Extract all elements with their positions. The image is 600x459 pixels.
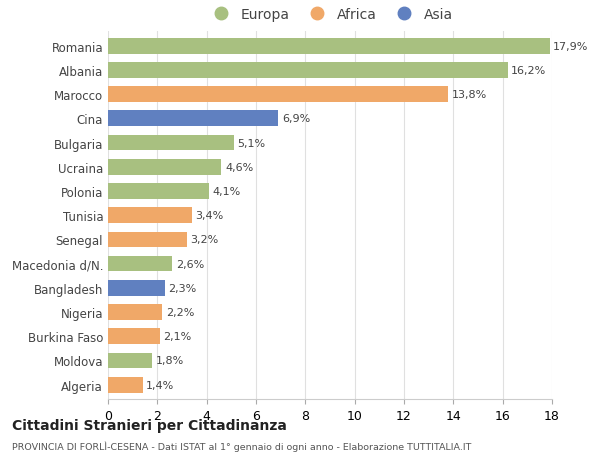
Bar — [108, 87, 448, 103]
Bar — [108, 353, 152, 369]
Text: Cittadini Stranieri per Cittadinanza: Cittadini Stranieri per Cittadinanza — [12, 418, 287, 431]
Bar — [108, 135, 234, 151]
Text: 6,9%: 6,9% — [282, 114, 310, 124]
Bar — [108, 329, 160, 344]
Text: PROVINCIA DI FORLÌ-CESENA - Dati ISTAT al 1° gennaio di ogni anno - Elaborazione: PROVINCIA DI FORLÌ-CESENA - Dati ISTAT a… — [12, 441, 472, 451]
Text: 1,8%: 1,8% — [156, 356, 184, 366]
Bar — [108, 111, 278, 127]
Text: 5,1%: 5,1% — [238, 138, 266, 148]
Text: 1,4%: 1,4% — [146, 380, 175, 390]
Legend: Europa, Africa, Asia: Europa, Africa, Asia — [202, 2, 458, 28]
Bar — [108, 304, 162, 320]
Bar — [108, 256, 172, 272]
Bar — [108, 160, 221, 175]
Bar — [108, 184, 209, 199]
Text: 16,2%: 16,2% — [511, 66, 547, 76]
Bar — [108, 377, 143, 393]
Bar — [108, 208, 192, 224]
Bar — [108, 232, 187, 248]
Bar — [108, 63, 508, 78]
Text: 3,4%: 3,4% — [196, 211, 224, 221]
Text: 13,8%: 13,8% — [452, 90, 487, 100]
Text: 4,6%: 4,6% — [225, 162, 253, 173]
Text: 2,6%: 2,6% — [176, 259, 204, 269]
Text: 2,3%: 2,3% — [169, 283, 197, 293]
Text: 3,2%: 3,2% — [191, 235, 219, 245]
Bar — [108, 280, 165, 296]
Bar — [108, 39, 550, 55]
Text: 17,9%: 17,9% — [553, 42, 589, 51]
Text: 4,1%: 4,1% — [213, 186, 241, 196]
Text: 2,1%: 2,1% — [163, 331, 192, 341]
Text: 2,2%: 2,2% — [166, 308, 194, 317]
